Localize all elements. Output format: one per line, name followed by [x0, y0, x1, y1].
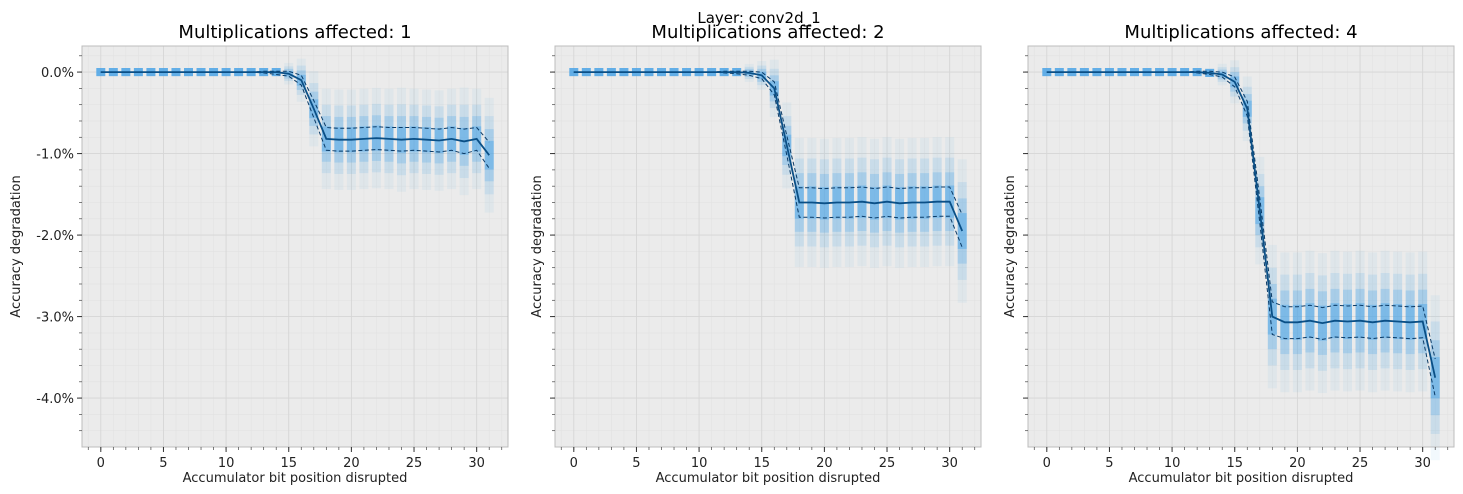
- plot-frame: [1027, 45, 1455, 448]
- distribution-band: [957, 198, 967, 264]
- distribution-band: [1430, 321, 1440, 434]
- x-tick-label: 5: [1105, 456, 1113, 471]
- y-tick-label: -2.0%: [36, 229, 74, 244]
- x-tick-label: 25: [1352, 456, 1369, 471]
- x-axis-label: Accumulator bit position disrupted: [656, 471, 881, 486]
- subplot-3: 0 5 10 15 20 25 30 Multiplications affected: 4 A…: [1003, 22, 1455, 486]
- subplot-2: 0 5 10 15 20 25 30 Multiplications affected: 2 A…: [530, 22, 982, 486]
- distribution-band: [484, 140, 494, 170]
- x-tick-label: 20: [1289, 456, 1306, 471]
- subplot-title: Multiplications affected: 4: [1124, 22, 1357, 43]
- mean-line: [100, 71, 490, 156]
- distribution-band: [484, 97, 494, 213]
- y-tick-label: -1.0%: [36, 148, 74, 163]
- plot-frame: [81, 45, 509, 448]
- lower-bound-line: [1046, 71, 1436, 397]
- x-tick-label: 15: [1226, 456, 1243, 471]
- y-tick-label: -3.0%: [36, 311, 74, 326]
- x-tick-label: 25: [406, 456, 423, 471]
- distribution-band: [1430, 357, 1440, 399]
- y-tick-label: 0.0%: [41, 66, 74, 81]
- x-tick-label: 10: [1164, 456, 1181, 471]
- lower-bound-line: [573, 71, 963, 248]
- subplot-title: Multiplications affected: 1: [178, 22, 411, 43]
- distribution-band: [569, 68, 579, 77]
- x-axis-label: Accumulator bit position disrupted: [1129, 471, 1354, 486]
- x-tick-label: 0: [97, 456, 105, 471]
- plot-background: [82, 46, 508, 447]
- subplot-title: Multiplications affected: 2: [651, 22, 884, 43]
- distribution-band: [957, 159, 967, 303]
- x-axis-label: Accumulator bit position disrupted: [183, 471, 408, 486]
- plot-background: [555, 46, 981, 447]
- lower-bound-line: [100, 71, 490, 169]
- x-tick-label: 30: [1414, 456, 1431, 471]
- plot-frame: [554, 45, 982, 448]
- x-tick-label: 5: [632, 456, 640, 471]
- x-tick-label: 30: [941, 456, 958, 471]
- y-axis-label: Accuracy degradation: [1003, 175, 1018, 317]
- subplot-1: 0 5 10 15 20 25 30 0.0% -1.0% -2.0% -3.0% -4.0% Mult…: [9, 22, 509, 486]
- x-tick-label: 15: [753, 456, 770, 471]
- x-tick-label: 0: [1043, 456, 1051, 471]
- x-tick-label: 10: [691, 456, 708, 471]
- upper-bound-line: [573, 70, 963, 215]
- x-tick-label: 5: [159, 456, 167, 471]
- distribution-band: [1042, 68, 1052, 77]
- mean-line: [1046, 71, 1437, 378]
- mean-line: [573, 71, 964, 232]
- x-tick-label: 25: [879, 456, 896, 471]
- x-tick-label: 10: [218, 456, 235, 471]
- distribution-band: [1430, 340, 1440, 416]
- x-tick-label: 20: [343, 456, 360, 471]
- distribution-band: [484, 129, 494, 182]
- y-axis-label: Accuracy degradation: [530, 175, 545, 317]
- distribution-band: [96, 68, 106, 77]
- x-tick-label: 0: [570, 456, 578, 471]
- distribution-band: [1430, 295, 1440, 461]
- y-tick-label: -4.0%: [36, 392, 74, 407]
- distribution-band: [957, 182, 967, 280]
- distribution-band: [957, 213, 967, 249]
- x-tick-label: 30: [468, 456, 485, 471]
- y-axis-label: Accuracy degradation: [9, 175, 24, 317]
- figure-suptitle: Layer: conv2d_1: [697, 9, 820, 28]
- distribution-band: [484, 116, 494, 195]
- x-tick-label: 15: [280, 456, 297, 471]
- x-tick-label: 20: [816, 456, 833, 471]
- upper-bound-line: [1046, 70, 1436, 360]
- plot-background: [1028, 46, 1454, 447]
